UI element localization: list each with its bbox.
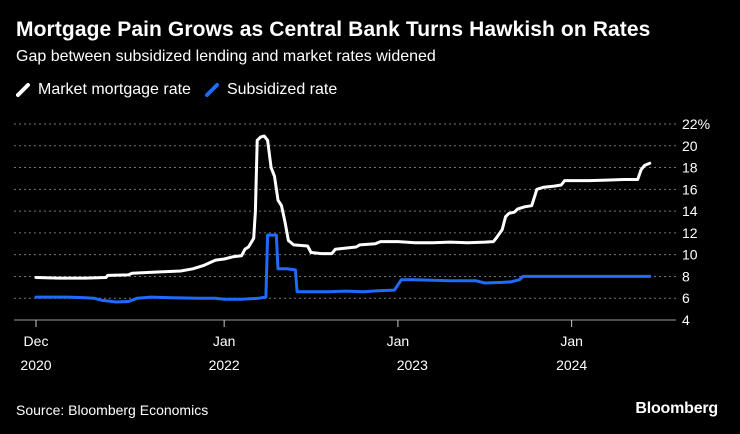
y-tick-label-22: 22% (682, 116, 710, 132)
legend-swatch-subsidized (204, 83, 219, 97)
x-tick-label-0-line1: Dec (24, 333, 49, 349)
x-tick-label-1-line1: Jan (213, 333, 236, 349)
y-tick-label-18: 18 (682, 160, 698, 176)
x-tick-label-4-line2: 2024 (556, 357, 587, 373)
series-line-subsidized-rate (34, 233, 652, 304)
y-tick-label-12: 12 (682, 225, 698, 241)
legend-label-market: Market mortgage rate (38, 81, 191, 98)
y-tick-label-4: 4 (682, 312, 690, 328)
x-tick-label-4-line1: Jan (560, 333, 583, 349)
legend: Market mortgage rate Subsidized rate (16, 80, 351, 100)
y-tick-label-10: 10 (682, 247, 698, 263)
y-tick-label-16: 16 (682, 181, 698, 197)
y-tick-label-14: 14 (682, 203, 698, 219)
chart-title: Mortgage Pain Grows as Central Bank Turn… (16, 18, 651, 41)
y-tick-label-6: 6 (682, 290, 690, 306)
source-note: Source: Bloomberg Economics (16, 402, 209, 418)
legend-swatch-market (16, 83, 30, 97)
y-tick-label-8: 8 (682, 268, 690, 284)
legend-label-subsidized: Subsidized rate (226, 81, 338, 98)
x-tick-label-1-line2: 2022 (209, 357, 240, 373)
x-tick-label-2-line1: Jan (387, 333, 410, 349)
legend-item-market: Market mortgage rate (16, 81, 191, 99)
bloomberg-logo: Bloomberg (635, 400, 718, 417)
x-tick-label-3-line2: 2023 (397, 357, 428, 373)
y-tick-label-20: 20 (682, 138, 698, 154)
series-line-market-mortgage-rate (34, 134, 652, 280)
chart-subtitle: Gap between subsidized lending and marke… (16, 48, 436, 65)
x-tick-label-0-line2: 2020 (20, 357, 51, 373)
legend-item-subsidized: Subsidized rate (204, 81, 338, 99)
